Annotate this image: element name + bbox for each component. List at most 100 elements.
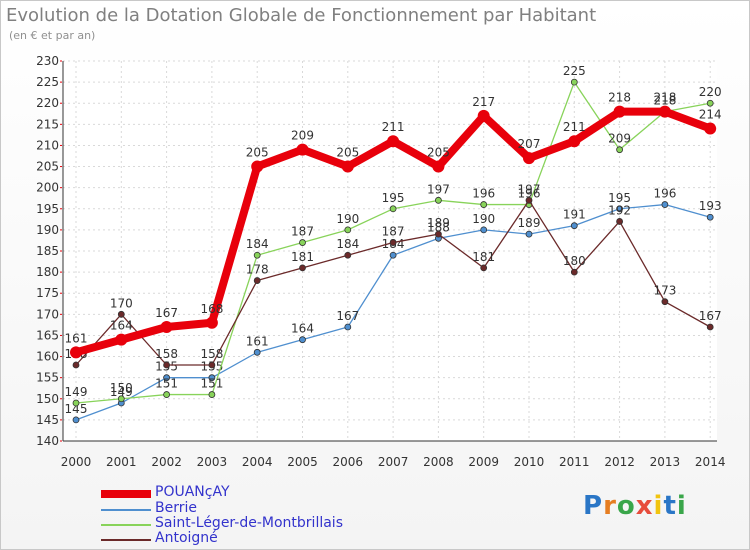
legend-swatch-berrie [101, 509, 151, 511]
data-label: 180 [563, 254, 586, 268]
data-point [251, 160, 264, 173]
data-label: 181 [472, 250, 495, 264]
data-point [341, 160, 354, 173]
data-label: 173 [653, 284, 676, 298]
data-label: 193 [699, 199, 722, 213]
data-point [706, 99, 714, 107]
y-tick-label: 225 [36, 75, 59, 89]
data-label: 188 [427, 220, 450, 234]
x-tick-label: 2006 [333, 455, 364, 469]
data-point [253, 348, 261, 356]
data-label: 207 [518, 137, 541, 151]
data-point [616, 146, 623, 154]
data-point [344, 251, 352, 259]
data-label: 181 [291, 250, 314, 264]
data-point [115, 333, 128, 346]
data-point [163, 361, 171, 369]
data-label: 218 [608, 91, 631, 105]
data-point [477, 109, 490, 122]
data-point [570, 222, 578, 230]
y-tick-label: 195 [36, 202, 59, 216]
data-point [616, 218, 623, 225]
data-point [72, 416, 80, 424]
data-label: 178 [246, 263, 269, 277]
data-label: 149 [65, 385, 88, 399]
data-label: 149 [110, 385, 133, 399]
data-point [568, 135, 581, 148]
y-tick-label: 190 [36, 223, 59, 237]
data-point [389, 205, 397, 213]
data-point [299, 336, 306, 344]
y-tick-label: 170 [36, 307, 59, 321]
data-label: 197 [427, 182, 450, 196]
data-label: 184 [336, 237, 359, 251]
data-point [661, 298, 669, 306]
y-tick-label: 220 [36, 96, 59, 110]
data-label: 189 [518, 216, 541, 230]
x-tick-label: 2008 [423, 455, 454, 469]
x-tick-label: 2013 [650, 455, 681, 469]
data-label: 167 [336, 309, 359, 323]
y-tick-label: 160 [36, 350, 59, 364]
data-point [432, 160, 445, 173]
x-tick-label: 2014 [695, 455, 726, 469]
data-point [387, 135, 400, 148]
data-label: 187 [291, 225, 314, 239]
data-label: 209 [291, 129, 314, 143]
data-label: 195 [608, 191, 631, 205]
data-point [661, 201, 669, 208]
data-label: 151 [155, 377, 178, 391]
data-label: 196 [653, 187, 676, 201]
data-point [117, 310, 125, 318]
y-tick-label: 215 [36, 117, 59, 131]
y-tick-label: 185 [36, 244, 59, 258]
data-point [344, 226, 352, 234]
data-label: 205 [336, 146, 359, 160]
x-tick-label: 2001 [106, 455, 137, 469]
x-tick-label: 2003 [197, 455, 228, 469]
data-label: 158 [200, 347, 223, 361]
data-point [613, 105, 626, 118]
data-label: 150 [110, 381, 133, 395]
data-point [253, 251, 261, 259]
legend-swatch-antoigne [101, 539, 151, 541]
data-point [570, 268, 578, 276]
data-label: 161 [65, 331, 88, 345]
data-label: 167 [155, 306, 178, 320]
x-tick-label: 2010 [514, 455, 545, 469]
data-label: 196 [518, 187, 541, 201]
data-point [389, 239, 397, 246]
data-point [706, 213, 714, 221]
data-label: 151 [200, 377, 223, 391]
chart-title: Evolution de la Dotation Globale de Fonc… [6, 5, 597, 26]
data-point [704, 122, 717, 135]
y-tick-label: 210 [36, 138, 59, 152]
y-tick-label: 175 [36, 286, 59, 300]
data-point [344, 323, 352, 331]
data-label: 164 [110, 319, 133, 333]
data-point [208, 361, 216, 369]
data-point [253, 277, 261, 284]
y-tick-label: 145 [36, 413, 59, 427]
y-tick-label: 140 [36, 434, 59, 448]
x-tick-label: 2004 [242, 455, 273, 469]
x-tick-label: 2000 [61, 455, 92, 469]
data-label: 191 [563, 208, 586, 222]
data-label: 145 [65, 402, 88, 416]
data-label: 214 [699, 108, 722, 122]
data-label: 217 [472, 95, 495, 109]
data-point [163, 391, 171, 398]
data-label: 218 [653, 94, 676, 108]
x-tick-label: 2012 [604, 455, 635, 469]
y-tick-label: 150 [36, 392, 59, 406]
data-label: 189 [427, 216, 450, 230]
data-point [299, 239, 306, 246]
x-tick-label: 2007 [378, 455, 409, 469]
y-tick-label: 165 [36, 328, 59, 342]
data-point [72, 361, 80, 369]
data-label: 195 [382, 191, 405, 205]
data-point [163, 374, 171, 382]
data-point [296, 143, 309, 156]
data-point [480, 264, 488, 272]
